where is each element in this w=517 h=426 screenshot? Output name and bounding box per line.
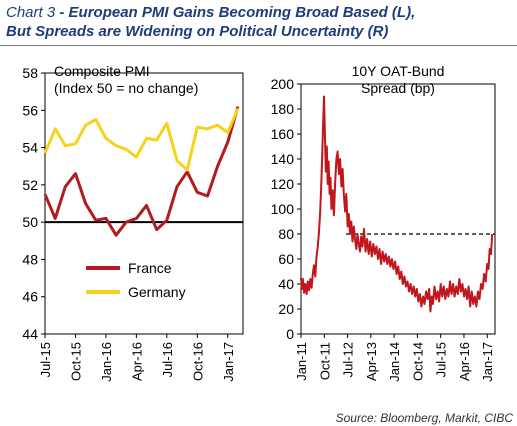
spread-xtick-label: Jan-17 (480, 342, 495, 382)
series-line-germany (43, 107, 240, 172)
spread-chart: 0 20 40 60 80 100 120 140 160 180 200 Jan-11 Oct-11 J… (271, 63, 496, 382)
spread-ytick-label: 20 (278, 301, 294, 317)
spread-xtick-label: Oct-11 (317, 342, 332, 380)
spread-xtick-label: Oct-14 (410, 342, 425, 381)
pmi-xtick-label: Jan-16 (99, 342, 114, 382)
spread-ytick-label: 80 (278, 226, 294, 242)
spread-ytick-label: 140 (271, 151, 295, 167)
pmi-xtick-label: Jan-17 (221, 342, 236, 382)
spread-ytick-label: 60 (278, 251, 294, 267)
spread-subtitle: Spread (bp) (361, 80, 435, 96)
spread-title: 10Y OAT-Bund (352, 63, 445, 79)
series-line-france (43, 106, 240, 237)
pmi-ytick-label: 46 (22, 289, 38, 305)
series-line-spread (300, 95, 494, 313)
pmi-ytick-label: 50 (22, 214, 38, 230)
spread-xtick-label: Apr-16 (457, 342, 472, 381)
chart-frame: 44 46 48 50 52 54 56 58 Jul-15 Oct-15 Jan-16 Apr-16… (0, 45, 517, 414)
spread-xtick-label: Jul-12 (341, 342, 356, 377)
spread-ytick-label: 180 (271, 101, 295, 117)
chart-canvas: 44 46 48 50 52 54 56 58 Jul-15 Oct-15 Jan-16 Apr-16… (22, 63, 496, 382)
legend-label-france: France (128, 260, 172, 276)
pmi-ytick-label: 48 (22, 251, 38, 267)
pmi-chart: 44 46 48 50 52 54 56 58 Jul-15 Oct-15 Jan-16 Apr-16… (22, 63, 244, 382)
pmi-xtick-label: Jul-16 (160, 342, 175, 377)
source-note: Source: Bloomberg, Markit, CIBC (335, 411, 513, 425)
spread-xtick-label: Apr-13 (364, 342, 379, 381)
pmi-ytick-label: 58 (22, 65, 38, 81)
pmi-title: Composite PMI (54, 63, 150, 79)
legend-label-germany: Germany (128, 284, 186, 300)
spread-ytick-label: 120 (271, 176, 295, 192)
pmi-ytick-label: 44 (22, 326, 38, 342)
pmi-ytick-label: 52 (22, 177, 38, 193)
chart-subtitle: But Spreads are Widening on Political Un… (6, 23, 389, 40)
pmi-xtick-label: Oct-16 (190, 342, 205, 381)
pmi-plot-frame (44, 72, 244, 335)
spread-xtick-label: Jan-14 (387, 342, 402, 382)
spread-ytick-label: 0 (286, 326, 294, 342)
spread-ytick-label: 40 (278, 276, 294, 292)
pmi-ytick-label: 56 (22, 102, 38, 118)
spread-ytick-label: 100 (271, 201, 295, 217)
spread-ytick-label: 160 (271, 126, 295, 142)
spread-xtick-label: Jul-15 (434, 342, 449, 377)
spread-xtick-label: Jan-11 (294, 342, 309, 381)
chart-number: Chart 3 (6, 4, 56, 21)
pmi-xtick-label: Jul-15 (38, 342, 53, 377)
spread-ytick-label: 200 (271, 76, 295, 92)
pmi-xtick-label: Apr-16 (129, 342, 144, 381)
chart-title: - European PMI Gains Becoming Broad Base… (55, 4, 416, 21)
chart-heading: Chart 3 - European PMI Gains Becoming Br… (6, 3, 415, 41)
pmi-xtick-label: Oct-15 (68, 342, 83, 381)
pmi-subtitle: (Index 50 = no change) (54, 80, 198, 96)
pmi-ytick-label: 54 (22, 140, 38, 156)
